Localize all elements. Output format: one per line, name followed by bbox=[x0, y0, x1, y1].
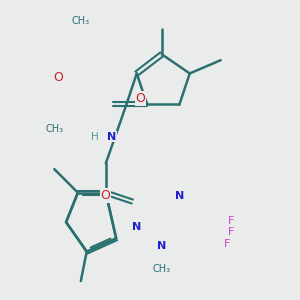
Text: F: F bbox=[228, 216, 234, 226]
Text: CH₃: CH₃ bbox=[153, 264, 171, 274]
Text: F: F bbox=[228, 227, 234, 237]
Text: N: N bbox=[157, 241, 167, 251]
Text: O: O bbox=[53, 71, 63, 84]
Text: N: N bbox=[107, 132, 117, 142]
Text: CH₃: CH₃ bbox=[45, 124, 63, 134]
Text: N: N bbox=[175, 190, 184, 201]
Text: O: O bbox=[100, 189, 110, 202]
Text: N: N bbox=[132, 222, 141, 232]
Text: O: O bbox=[135, 92, 145, 105]
Text: H: H bbox=[91, 132, 98, 142]
Text: CH₃: CH₃ bbox=[72, 16, 90, 26]
Text: F: F bbox=[224, 239, 230, 249]
